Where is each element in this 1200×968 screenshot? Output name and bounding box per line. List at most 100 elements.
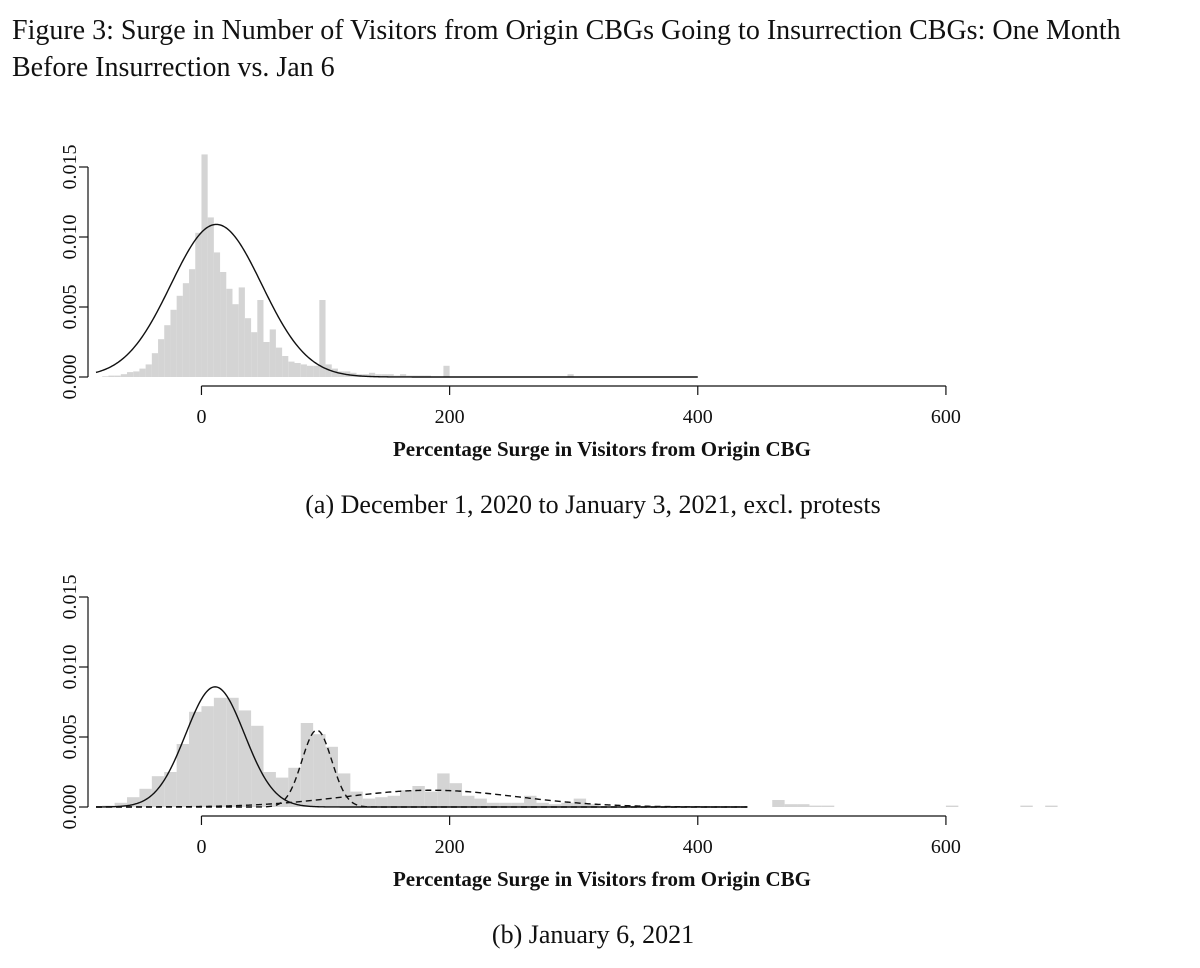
histogram-bar <box>300 723 314 807</box>
histogram-bar <box>424 791 438 807</box>
histogram-bar <box>127 372 134 377</box>
caption-a: (a) December 1, 2020 to January 3, 2021,… <box>305 490 881 519</box>
histogram-bar <box>257 300 264 377</box>
histogram-b: 0 200 400 600 0.000 0.005 0.010 0.015 Percentage… <box>59 575 1058 891</box>
histogram-bar <box>238 710 252 807</box>
histogram-bar <box>114 802 128 807</box>
x-axis-title: Percentage Surge in Visitors from Origin… <box>393 867 811 891</box>
x-tick-label: 400 <box>683 836 713 858</box>
y-tick-label: 0.000 <box>59 785 81 830</box>
histogram-bar <box>524 795 537 807</box>
x-tick-label: 200 <box>435 406 465 428</box>
x-tick-label: 600 <box>931 836 961 858</box>
histogram-bar <box>176 744 190 807</box>
x-axis-title: Percentage Surge in Visitors from Origin… <box>393 437 811 461</box>
histogram-bar <box>561 802 574 807</box>
histogram-bar <box>387 374 394 377</box>
histogram-bar <box>127 797 140 807</box>
histogram-bar <box>375 374 382 377</box>
panel-a: 0 200 400 600 0.000 0.005 0.010 0.015 Percentage… <box>0 120 1200 530</box>
bars <box>102 697 1058 807</box>
x-tick-label: 200 <box>435 836 465 858</box>
density-curve-component-2 <box>96 729 748 808</box>
histogram-bar <box>139 368 146 377</box>
histogram-bar <box>170 309 177 377</box>
histogram-bar <box>158 339 165 377</box>
histogram-bar <box>189 269 196 377</box>
histogram-bar <box>108 375 115 377</box>
histogram-bar <box>325 364 332 377</box>
histogram-bar <box>313 734 326 807</box>
histogram-bar <box>189 711 202 807</box>
histogram-bar <box>313 365 320 377</box>
histogram-bar <box>319 300 326 377</box>
histogram-bar <box>195 232 202 377</box>
histogram-bar <box>282 356 289 377</box>
histogram-bar <box>145 364 152 377</box>
histogram-bar <box>164 772 177 807</box>
histogram-bar <box>797 804 810 807</box>
y-tick-label: 0.005 <box>59 715 81 760</box>
histogram-bar <box>486 802 500 807</box>
histogram-bar <box>375 797 388 807</box>
histogram-bar <box>288 361 295 377</box>
histogram-bar <box>232 304 239 377</box>
histogram-bar <box>325 746 338 807</box>
x-tick-label: 0 <box>196 836 206 858</box>
histogram-bar <box>362 374 369 377</box>
histogram-bar <box>120 374 128 377</box>
histogram-bar <box>437 773 450 807</box>
histogram-bar <box>201 706 214 807</box>
histogram-bar <box>238 287 245 377</box>
histogram-bar <box>548 804 562 807</box>
histogram-bar <box>151 353 159 377</box>
histogram-bar <box>151 776 165 807</box>
histogram-bar <box>251 332 258 377</box>
density-curve-component-3 <box>96 789 748 808</box>
histogram-bar <box>176 295 183 377</box>
x-tick-label: 0 <box>196 406 206 428</box>
histogram-bar <box>809 805 822 807</box>
histogram-bar <box>102 376 109 377</box>
histogram-bar <box>399 374 407 377</box>
histogram-bar <box>368 372 376 377</box>
histogram-bar <box>201 154 208 377</box>
histogram-bar <box>381 374 388 377</box>
histogram-bar <box>443 365 450 377</box>
histogram-bar <box>337 371 345 377</box>
histogram-bar <box>213 252 221 377</box>
histogram-bar <box>306 365 314 377</box>
histogram-bar <box>331 368 338 377</box>
histogram-bar <box>139 788 152 807</box>
histogram-bar <box>182 283 190 377</box>
histogram-bar <box>1020 805 1033 807</box>
histogram-bar <box>1045 805 1058 807</box>
histogram-bar <box>399 790 413 807</box>
histogram-bar <box>449 783 463 807</box>
histogram-bar <box>945 805 959 807</box>
panel-b: 0 200 400 600 0.000 0.005 0.010 0.015 Percentage… <box>0 550 1200 960</box>
histogram-bar <box>474 798 487 807</box>
histogram-bar <box>220 272 227 377</box>
y-tick-label: 0.010 <box>59 215 81 260</box>
histogram-bar <box>337 773 351 807</box>
histogram-bar <box>269 329 276 377</box>
y-tick-label: 0.015 <box>59 575 81 620</box>
histogram-bar <box>784 804 798 807</box>
histogram-bar <box>294 363 301 377</box>
y-tick-label: 0.005 <box>59 285 81 330</box>
histogram-bar <box>772 800 785 807</box>
histogram-a: 0 200 400 600 0.000 0.005 0.010 0.015 Percentage… <box>59 145 961 462</box>
histogram-bar <box>244 318 252 377</box>
histogram-bar <box>387 795 400 807</box>
y-tick-label: 0.015 <box>59 145 81 190</box>
histogram-bar <box>164 325 171 377</box>
histogram-bar <box>263 342 270 377</box>
histogram-bar <box>226 697 239 807</box>
figure-title: Figure 3: Surge in Number of Visitors fr… <box>12 15 1121 83</box>
caption-b: (b) January 6, 2021 <box>491 920 695 949</box>
histogram-bar <box>213 697 227 807</box>
density-curve-normal-fit <box>95 223 698 378</box>
histogram-bar <box>362 798 376 807</box>
histogram-bar <box>226 288 233 377</box>
